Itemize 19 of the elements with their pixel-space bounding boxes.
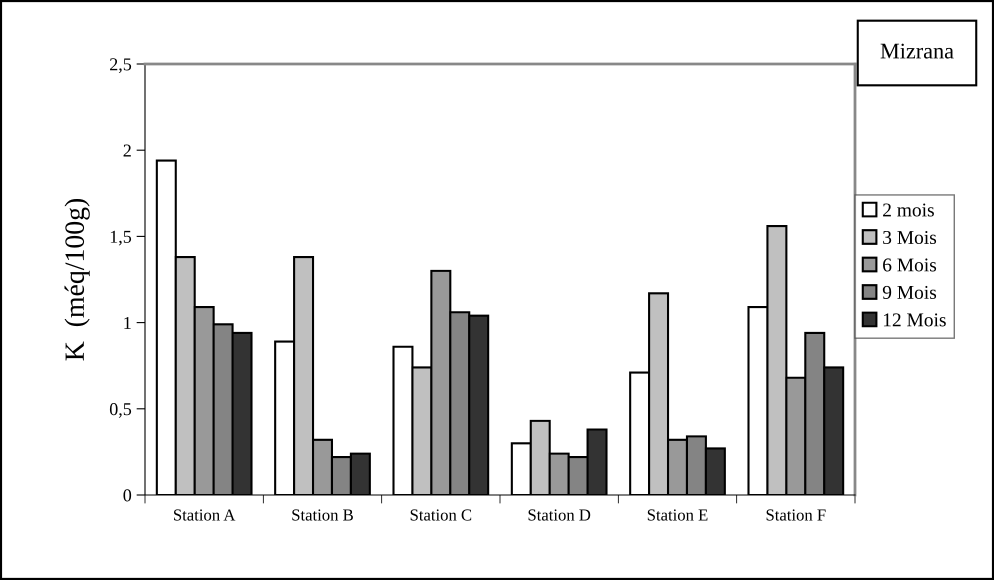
x-tick-label: Station F	[766, 509, 826, 521]
x-tick-label: Station E	[648, 509, 708, 521]
y-tick-label: 1	[124, 316, 131, 329]
y-tick-label: 2,5	[110, 58, 132, 74]
y-axis-title: K (méq/100g)	[64, 198, 90, 360]
x-tick-label: Station C	[410, 509, 472, 521]
legend-label: 3 Mois	[883, 230, 936, 244]
y-tick-label: 0	[123, 489, 132, 502]
x-tick-label: Station B	[292, 509, 353, 521]
legend-label: 2 mois	[883, 203, 934, 217]
x-tick-label: Station A	[174, 509, 236, 521]
legend-label: 12 Mois	[884, 313, 946, 326]
legend-label: 9 Mois	[882, 286, 936, 299]
x-tick-label: Station D	[528, 509, 590, 521]
y-tick-label: 2	[124, 144, 131, 156]
y-tick-label: 1,5	[110, 230, 132, 246]
legend-label: 6 Mois	[883, 258, 936, 272]
y-tick-label: 0,5	[110, 403, 132, 418]
text: Mizrana	[880, 44, 954, 59]
